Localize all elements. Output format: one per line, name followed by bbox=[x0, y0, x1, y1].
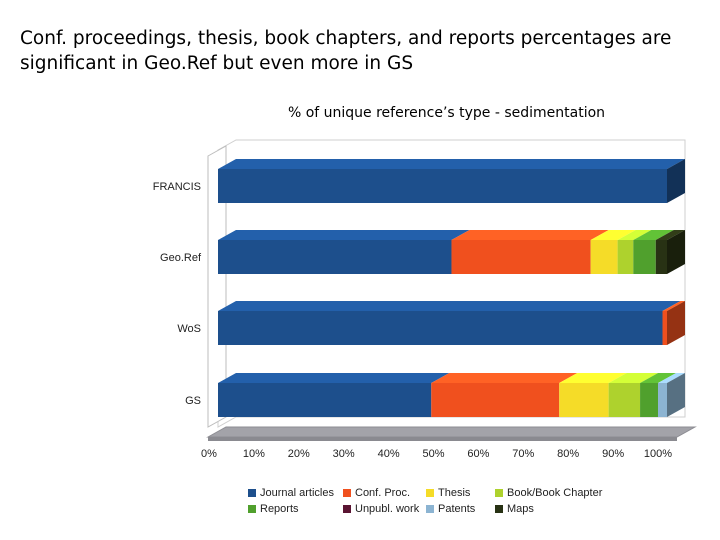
legend-swatch bbox=[343, 505, 351, 513]
legend-item: Conf. Proc. bbox=[343, 486, 410, 500]
x-tick-label: 40% bbox=[378, 448, 400, 460]
bar-2-journal-articles bbox=[218, 301, 681, 345]
bar-3-patents bbox=[658, 373, 685, 417]
chart-floor bbox=[206, 426, 697, 438]
bar-3-thesis bbox=[559, 373, 627, 417]
category-label: Geo.Ref bbox=[160, 252, 202, 264]
bar-0-journal-articles bbox=[218, 159, 685, 203]
legend-label: Unpubl. work bbox=[355, 503, 420, 515]
x-tick-label: 70% bbox=[512, 448, 534, 460]
bar-3-conf-proc- bbox=[431, 373, 578, 417]
x-tick-label: 60% bbox=[467, 448, 489, 460]
chart-back-wall bbox=[217, 139, 686, 428]
legend-item: Maps bbox=[495, 502, 534, 516]
legend-swatch bbox=[495, 489, 503, 497]
legend-label: Conf. Proc. bbox=[355, 487, 411, 499]
legend-item: Thesis bbox=[426, 486, 470, 500]
bar-1-journal-articles bbox=[218, 230, 470, 274]
legend-swatch bbox=[495, 505, 503, 513]
bar-1-reports bbox=[633, 230, 674, 274]
x-tick-label: 90% bbox=[602, 448, 624, 460]
category-label: GS bbox=[185, 395, 201, 407]
legend-item: Reports bbox=[248, 502, 299, 516]
category-label: FRANCIS bbox=[153, 181, 201, 193]
legend-label: Reports bbox=[260, 503, 299, 515]
legend-swatch bbox=[426, 505, 434, 513]
bar-1-conf-proc- bbox=[451, 230, 609, 274]
chart-floor-edge bbox=[208, 437, 677, 441]
legend-item: Patents bbox=[426, 502, 475, 516]
bar-3-journal-articles bbox=[218, 373, 450, 417]
bar-2-conf-proc- bbox=[662, 301, 685, 345]
legend-swatch bbox=[248, 505, 256, 513]
slide-title: Conf. proceedings, thesis, book chapters… bbox=[20, 28, 672, 74]
legend-swatch bbox=[426, 489, 434, 497]
chart-title: % of unique reference’s type - sedimenta… bbox=[287, 105, 606, 121]
legend-label: Maps bbox=[507, 503, 534, 515]
x-tick-label: 10% bbox=[243, 448, 265, 460]
legend-label: Book/Book Chapter bbox=[507, 487, 603, 499]
bar-1-thesis bbox=[590, 230, 636, 274]
category-label: WoS bbox=[177, 323, 201, 335]
bar-1-book-book-chapter bbox=[617, 230, 652, 274]
legend-item: Unpubl. work bbox=[343, 502, 419, 516]
bar-3-book-book-chapter bbox=[608, 373, 659, 417]
legend-swatch bbox=[343, 489, 351, 497]
legend-label: Patents bbox=[438, 503, 476, 515]
bar-1-maps bbox=[655, 230, 685, 274]
legend-item: Book/Book Chapter bbox=[495, 486, 602, 500]
legend-label: Thesis bbox=[438, 487, 471, 499]
legend-item: Journal articles bbox=[248, 486, 334, 500]
bar-3-reports bbox=[640, 373, 677, 417]
x-tick-label: 100% bbox=[644, 448, 672, 460]
legend-label: Journal articles bbox=[260, 487, 334, 499]
x-tick-label: 50% bbox=[422, 448, 444, 460]
x-tick-label: 0% bbox=[201, 448, 217, 460]
legend-swatch bbox=[248, 489, 256, 497]
x-tick-label: 20% bbox=[288, 448, 310, 460]
x-tick-label: 80% bbox=[557, 448, 579, 460]
x-tick-label: 30% bbox=[333, 448, 355, 460]
